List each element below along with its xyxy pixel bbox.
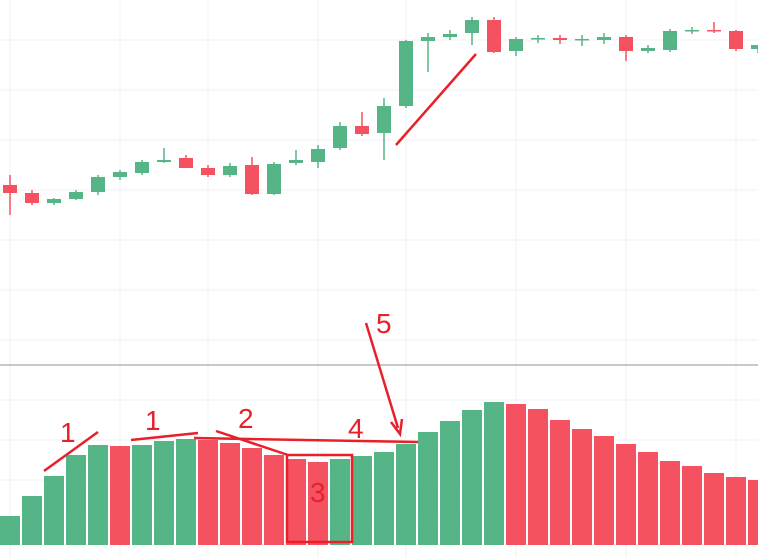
candle-body [751, 45, 758, 49]
bar [528, 409, 548, 545]
bar [198, 440, 218, 545]
candle-body [135, 162, 149, 173]
bar [132, 445, 152, 545]
trend-line [130, 431, 199, 442]
candle-body [201, 168, 215, 175]
bar [308, 462, 328, 545]
bar [616, 444, 636, 545]
bar [44, 476, 64, 545]
annotation: 4 [348, 413, 364, 444]
bar [572, 429, 592, 545]
candle-body [223, 166, 237, 175]
annotation: 5 [376, 308, 392, 339]
candle-body [289, 160, 303, 163]
bar [748, 480, 758, 545]
trend-line [193, 436, 419, 444]
candle-body [69, 192, 83, 199]
trend-line [215, 429, 289, 457]
bar [176, 439, 196, 545]
candle-body [333, 126, 347, 148]
candle-body [663, 31, 677, 50]
annotations: 1 1 2 3 4 5 [43, 53, 477, 544]
bar [726, 477, 746, 545]
candle-body [355, 126, 369, 134]
bar [440, 421, 460, 545]
bar [286, 459, 306, 545]
bar [484, 402, 504, 545]
candle-body [707, 30, 721, 32]
candle-body [685, 30, 699, 32]
candle-body [487, 20, 501, 52]
bar [330, 459, 350, 545]
candle-body [245, 165, 259, 194]
candle-body [399, 41, 413, 106]
arrow-line [364, 322, 400, 429]
bar [264, 455, 284, 545]
trend-line [43, 430, 99, 473]
candle-body [377, 106, 391, 133]
candle-body [179, 158, 193, 168]
candle-body [465, 20, 479, 33]
candle-body [47, 199, 61, 203]
candle-body [25, 193, 39, 203]
bar [110, 446, 130, 545]
bar [0, 516, 20, 545]
highlight-box [285, 453, 354, 544]
annotation: 2 [238, 403, 254, 434]
bar [638, 452, 658, 545]
candle-body [729, 31, 743, 49]
bar [660, 461, 680, 545]
candle-body [641, 48, 655, 51]
candle-body [3, 185, 17, 193]
bar [374, 452, 394, 545]
bar [88, 445, 108, 545]
bar [22, 496, 42, 545]
candle-body [575, 39, 589, 41]
bar [396, 444, 416, 545]
annotation: 1 [60, 417, 76, 448]
candle-body [267, 164, 281, 194]
candle-body [553, 38, 567, 40]
candle-body [531, 38, 545, 40]
arrow-head [390, 418, 404, 438]
candle-body [509, 39, 523, 51]
bar [220, 443, 240, 545]
trend-line [395, 53, 477, 146]
bar [352, 456, 372, 545]
bar [682, 466, 702, 545]
candle-body [157, 160, 171, 162]
candle-body [619, 37, 633, 51]
bar [66, 455, 86, 545]
bar [154, 441, 174, 545]
candle-body [311, 149, 325, 162]
bar [704, 473, 724, 545]
bar [506, 404, 526, 545]
annotation: 3 [310, 477, 326, 508]
candle-body [113, 172, 127, 177]
bar [594, 436, 614, 545]
annotation: 1 [145, 405, 161, 436]
bar [242, 448, 262, 545]
candle-body [91, 177, 105, 192]
candle-body [421, 37, 435, 41]
bar [550, 420, 570, 545]
bar [418, 432, 438, 545]
candle-body [597, 37, 611, 40]
candle-body [443, 34, 457, 37]
bar [462, 410, 482, 545]
marks [0, 17, 758, 545]
